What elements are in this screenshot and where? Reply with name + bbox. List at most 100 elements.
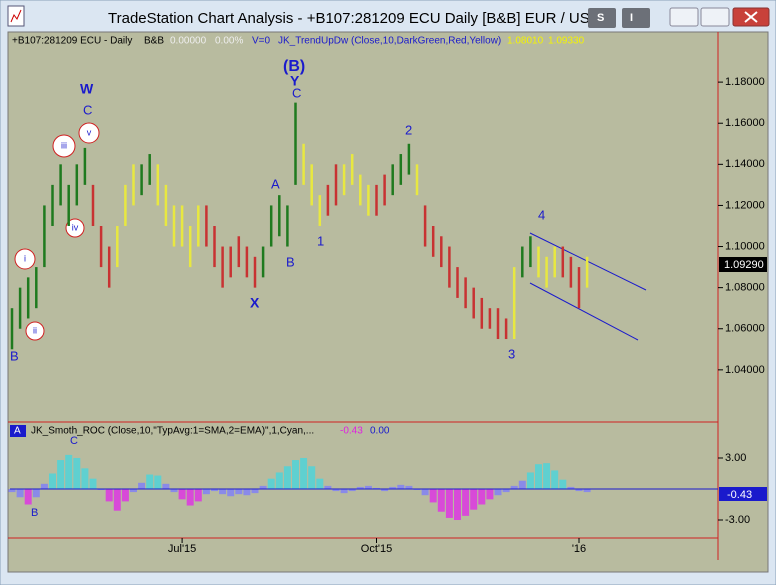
header-symbol: +B107:281209 ECU - Daily (12, 36, 132, 47)
roc-bar (300, 457, 308, 489)
roc-bar (162, 483, 170, 489)
roc-bar (283, 466, 291, 489)
roc-bar (462, 488, 470, 516)
indicator-tag (10, 425, 26, 437)
roc-last: -0.43 (727, 489, 752, 501)
roc-bar (381, 488, 389, 492)
roc-bar (502, 488, 510, 493)
wave-circle (78, 122, 100, 144)
wave-label: iii (61, 140, 67, 150)
roc-bar (397, 484, 405, 489)
roc-bar (567, 486, 575, 489)
roc-bars (8, 454, 591, 521)
roc-bar (356, 486, 364, 489)
roc-bar (154, 475, 162, 489)
s-button-label: S (597, 12, 604, 24)
wave-label: 4 (538, 207, 545, 222)
y-tick-label: 1.14000 (725, 158, 765, 170)
roc-bar (518, 480, 526, 489)
wave-circle (25, 321, 45, 341)
y-tick-label: 1.04000 (725, 364, 765, 376)
last-price: 1.09290 (724, 259, 764, 271)
roc-bar (494, 488, 502, 496)
roc-bar (49, 473, 56, 489)
roc-bar (316, 478, 324, 489)
wave-label: B (10, 348, 19, 363)
roc-bar (421, 488, 429, 496)
wave-circle (52, 134, 76, 158)
roc-bar (324, 485, 332, 489)
wave-label: 2 (405, 122, 412, 137)
maximize-button[interactable] (700, 7, 730, 27)
roc-bar (16, 488, 24, 498)
channel-line (529, 282, 639, 341)
wave-circle (14, 248, 36, 270)
roc-bar (510, 485, 518, 489)
roc-bar (389, 486, 397, 489)
roc-bar (32, 488, 40, 498)
roc-bar (478, 488, 486, 505)
price-bars (10, 102, 589, 350)
wave-label: 3 (508, 346, 515, 361)
roc-bar (24, 488, 32, 505)
x-tick-label: Oct'15 (361, 543, 392, 555)
y-tick-label: 1.10000 (725, 240, 765, 252)
roc-bar (267, 478, 275, 489)
minimize-button[interactable] (669, 7, 699, 27)
indicator-name: JK_Smoth_ROC (Close,10,"TypAvg:1=SMA,2=E… (31, 426, 314, 437)
y-tick-label: 1.16000 (725, 117, 765, 129)
indicator-value: -0.43 (340, 426, 363, 437)
header-value: 1.09330 (548, 36, 585, 47)
roc-bar (348, 488, 356, 492)
roc-bar (437, 488, 445, 512)
roc-bar (243, 488, 251, 496)
roc-bar (445, 488, 453, 518)
x-tick-label: Jul'15 (168, 543, 196, 555)
y-tick-label: -3.00 (725, 514, 750, 526)
wave-label: B (31, 507, 38, 519)
roc-bar (8, 488, 16, 493)
header-volume: V=0 (252, 36, 271, 47)
roc-bar (57, 460, 65, 489)
roc-bar (113, 488, 121, 511)
roc-bar (89, 478, 97, 489)
header-session: B&B (144, 36, 164, 47)
header-change: 0.00000 (170, 36, 207, 47)
wave-label: 1 (317, 233, 324, 248)
roc-bar (146, 474, 154, 489)
i-button[interactable] (622, 8, 650, 28)
roc-bar (194, 488, 202, 502)
app-icon-glyph (10, 9, 22, 23)
roc-bar (211, 488, 218, 492)
indicator-zero: 0.00 (370, 426, 390, 437)
wave-label: X (250, 295, 260, 311)
roc-bar (219, 488, 227, 495)
y-tick-label: 1.08000 (725, 282, 765, 294)
wave-label: iv (72, 222, 79, 232)
roc-bar (202, 488, 210, 495)
last-price-box (719, 257, 767, 272)
roc-bar (575, 488, 583, 492)
roc-bar (130, 488, 137, 493)
window-title: TradeStation Chart Analysis - +B107:2812… (108, 10, 601, 27)
roc-bar (551, 470, 559, 489)
roc-bar (73, 457, 81, 489)
roc-bar (405, 485, 413, 489)
wave-label: C (292, 85, 301, 100)
roc-bar (81, 468, 89, 489)
roc-bar (543, 463, 551, 489)
y-tick-label: 3.00 (725, 452, 746, 464)
roc-bar (138, 482, 146, 489)
wave-label: C (70, 435, 78, 447)
roc-bar (340, 488, 348, 494)
s-button[interactable] (588, 8, 616, 28)
wave-label: i (24, 253, 26, 263)
x-tick-label: '16 (572, 543, 586, 555)
wave-label: ii (33, 325, 37, 335)
roc-bar (526, 472, 534, 489)
wave-label: W (80, 81, 94, 97)
roc-bar (429, 488, 437, 503)
header-pct: 0.00% (215, 36, 243, 47)
roc-bar (275, 472, 283, 489)
